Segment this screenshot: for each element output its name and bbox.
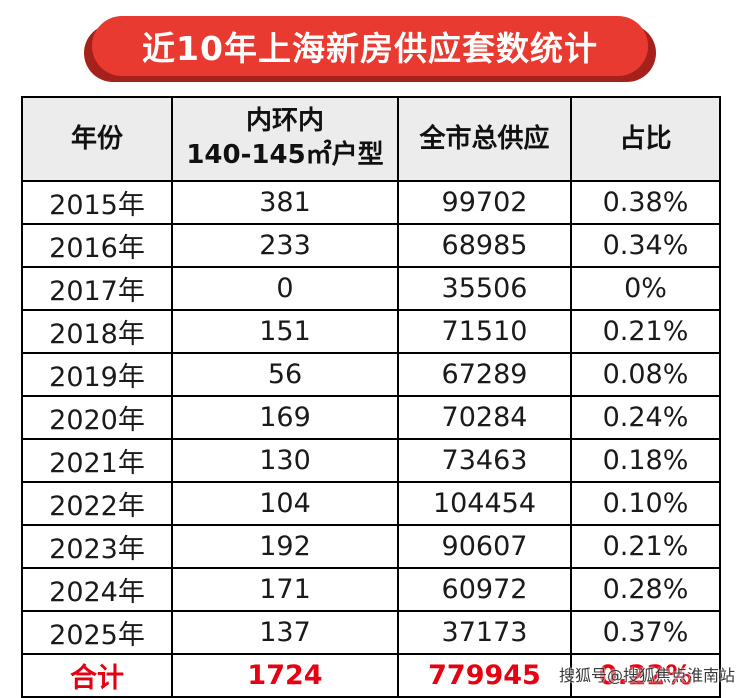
table-cell: 0.21% [570, 524, 721, 569]
table-cell: 73463 [397, 438, 572, 483]
table-cell: 0.24% [570, 395, 721, 440]
table-cell: 171 [171, 567, 399, 612]
table-cell: 2023年 [21, 524, 173, 569]
table-row: 2021年 130 73463 0.18% [21, 438, 721, 483]
watermark: 搜狐号@搜狐焦点淮南站 [558, 666, 735, 685]
table-cell: 67289 [397, 352, 572, 397]
table-cell: 0.28% [570, 567, 721, 612]
table-cell: 99702 [397, 180, 572, 225]
title-ribbon: 近10年上海新房供应套数统计 [84, 16, 656, 82]
table-cell: 2015年 [21, 180, 173, 225]
table-row: 2015年 381 99702 0.38% [21, 180, 721, 225]
table-cell: 35506 [397, 266, 572, 311]
table-cell: 104 [171, 481, 399, 526]
header-citywide: 全市总供应 [397, 96, 572, 182]
table-cell: 90607 [397, 524, 572, 569]
table-row: 2016年 233 68985 0.34% [21, 223, 721, 268]
table-header-row: 年份 内环内 140-145㎡户型 全市总供应 占比 [21, 96, 721, 182]
table-cell: 0.34% [570, 223, 721, 268]
title-banner: 近10年上海新房供应套数统计 [92, 16, 648, 76]
table-cell: 233 [171, 223, 399, 268]
table-cell: 0 [171, 266, 399, 311]
table-cell: 2018年 [21, 309, 173, 354]
table-row: 2019年 56 67289 0.08% [21, 352, 721, 397]
header-year: 年份 [21, 96, 173, 182]
header-inner-ring-line1: 内环内 [245, 106, 324, 137]
table-cell: 60972 [397, 567, 572, 612]
table-cell: 0% [570, 266, 721, 311]
table-cell: 2022年 [21, 481, 173, 526]
table-cell: 151 [171, 309, 399, 354]
table-row: 2020年 169 70284 0.24% [21, 395, 721, 440]
header-ratio: 占比 [570, 96, 721, 182]
table-cell: 137 [171, 610, 399, 655]
table-row: 2023年 192 90607 0.21% [21, 524, 721, 569]
table-cell: 2017年 [21, 266, 173, 311]
table-row: 2017年 0 35506 0% [21, 266, 721, 311]
table-row: 2018年 151 71510 0.21% [21, 309, 721, 354]
header-ratio-label: 占比 [619, 123, 672, 154]
table-cell: 0.37% [570, 610, 721, 655]
table-cell: 2019年 [21, 352, 173, 397]
table-cell: 130 [171, 438, 399, 483]
table-row: 2025年 137 37173 0.37% [21, 610, 721, 655]
table-cell: 71510 [397, 309, 572, 354]
page-title: 近10年上海新房供应套数统计 [142, 29, 598, 68]
table-cell: 2016年 [21, 223, 173, 268]
table-cell: 2024年 [21, 567, 173, 612]
table-cell: 0.18% [570, 438, 721, 483]
table-cell: 192 [171, 524, 399, 569]
table-row: 2022年 104 104454 0.10% [21, 481, 721, 526]
table-cell: 56 [171, 352, 399, 397]
supply-table: 年份 内环内 140-145㎡户型 全市总供应 占比 2015年 381 99702… [21, 96, 721, 698]
table-row: 2024年 171 60972 0.28% [21, 567, 721, 612]
table-cell: 0.10% [570, 481, 721, 526]
header-citywide-label: 全市总供应 [419, 123, 550, 154]
header-year-label: 年份 [70, 123, 123, 154]
table-cell: 2025年 [21, 610, 173, 655]
table-cell: 381 [171, 180, 399, 225]
table-cell: 70284 [397, 395, 572, 440]
table-cell: 0.21% [570, 309, 721, 354]
table-cell: 2020年 [21, 395, 173, 440]
table-cell: 2021年 [21, 438, 173, 483]
table-cell: 68985 [397, 223, 572, 268]
table-cell: 169 [171, 395, 399, 440]
table-cell: 104454 [397, 481, 572, 526]
header-inner-ring: 内环内 140-145㎡户型 [171, 96, 399, 182]
table-cell: 0.38% [570, 180, 721, 225]
table-cell: 0.08% [570, 352, 721, 397]
header-inner-ring-line2: 140-145㎡户型 [186, 140, 384, 170]
table-cell: 37173 [397, 610, 572, 655]
